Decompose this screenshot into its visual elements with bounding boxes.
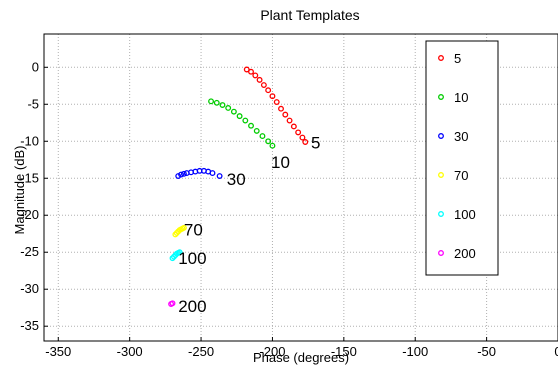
- y-tick-label: -30: [20, 281, 39, 296]
- data-point-5: [290, 123, 297, 130]
- legend-marker-30: [438, 133, 444, 139]
- y-tick-label: -20: [20, 207, 39, 222]
- x-tick-label: -100: [402, 344, 428, 359]
- x-tick-label: -250: [188, 344, 214, 359]
- data-point-30: [180, 170, 187, 177]
- data-point-10: [248, 122, 254, 129]
- legend-label-100: 100: [454, 207, 476, 222]
- legend-label-5: 5: [454, 51, 461, 66]
- data-point-10: [259, 133, 266, 140]
- data-point-30: [209, 170, 216, 177]
- y-tick-label: -15: [20, 170, 39, 185]
- axis-ticks: -350 -300 -250 -200 -150 -100 -50 0 0 -5 -10 -15 -20…: [20, 59, 558, 359]
- data-point-10: [265, 138, 272, 145]
- curve-label-5: 5: [311, 134, 320, 153]
- data-point-200: [169, 300, 176, 307]
- x-tick-label: -150: [331, 344, 357, 359]
- y-axis-label: Magnitude (dB): [12, 146, 27, 235]
- data-point-30: [175, 173, 182, 179]
- legend-marker-5: [438, 55, 444, 61]
- chart-title: Plant Templates: [260, 7, 359, 23]
- data-point-30: [178, 171, 185, 178]
- data-point-70: [180, 224, 187, 231]
- data-point-10: [269, 142, 276, 149]
- data-point-5: [282, 111, 289, 118]
- data-point-5: [295, 129, 302, 136]
- data-point-5: [243, 66, 250, 73]
- legend-marker-100: [438, 211, 444, 217]
- data-point-5: [260, 82, 267, 88]
- x-tick-label: -200: [259, 344, 285, 359]
- curve-label-30: 30: [227, 170, 246, 189]
- legend: 5 10 30 70 100 200: [425, 40, 499, 276]
- data-point-5: [299, 134, 306, 141]
- legend-marker-200: [438, 250, 444, 256]
- data-point-5: [286, 117, 293, 124]
- y-tick-label: -10: [20, 133, 39, 148]
- y-tick-label: -25: [20, 244, 39, 259]
- legend-marker-70: [438, 172, 444, 178]
- y-tick-label: -35: [20, 318, 39, 333]
- curve-label-70: 70: [184, 220, 203, 239]
- legend-box: [425, 40, 499, 276]
- data-point-5: [278, 105, 284, 112]
- data-point-30: [216, 173, 223, 179]
- y-tick-label: 0: [32, 59, 39, 74]
- data-point-10: [219, 102, 226, 108]
- data-point-5: [256, 76, 263, 83]
- y-tick-label: -5: [27, 96, 39, 111]
- data-point-5: [265, 87, 272, 94]
- legend-label-30: 30: [454, 129, 468, 144]
- data-point-10: [213, 99, 220, 106]
- data-point-5: [248, 68, 254, 75]
- legend-marker-10: [438, 94, 444, 100]
- data-points: [168, 66, 309, 307]
- data-point-10: [242, 117, 249, 124]
- curve-label-100: 100: [178, 249, 206, 268]
- data-point-5: [269, 93, 276, 100]
- data-point-5: [273, 99, 280, 106]
- data-point-10: [208, 98, 214, 105]
- data-point-5: [302, 139, 309, 145]
- data-point-100: [176, 249, 183, 256]
- legend-label-70: 70: [454, 168, 468, 183]
- curve-annotations: 5 10 30 70 100 200: [178, 134, 320, 316]
- data-point-10: [253, 127, 260, 134]
- x-tick-label: -300: [117, 344, 143, 359]
- x-tick-label: -350: [45, 344, 71, 359]
- data-point-5: [252, 72, 259, 79]
- legend-label-200: 200: [454, 246, 476, 261]
- x-tick-label: -50: [477, 344, 496, 359]
- data-point-10: [236, 113, 243, 120]
- curve-label-200: 200: [178, 297, 206, 316]
- plot-area-border: [43, 33, 558, 342]
- data-point-10: [230, 108, 237, 115]
- data-point-10: [225, 105, 232, 111]
- x-axis-label: Phase (degrees): [253, 350, 349, 365]
- curve-label-10: 10: [271, 153, 290, 172]
- x-tick-label: 0: [554, 344, 558, 359]
- legend-label-10: 10: [454, 90, 468, 105]
